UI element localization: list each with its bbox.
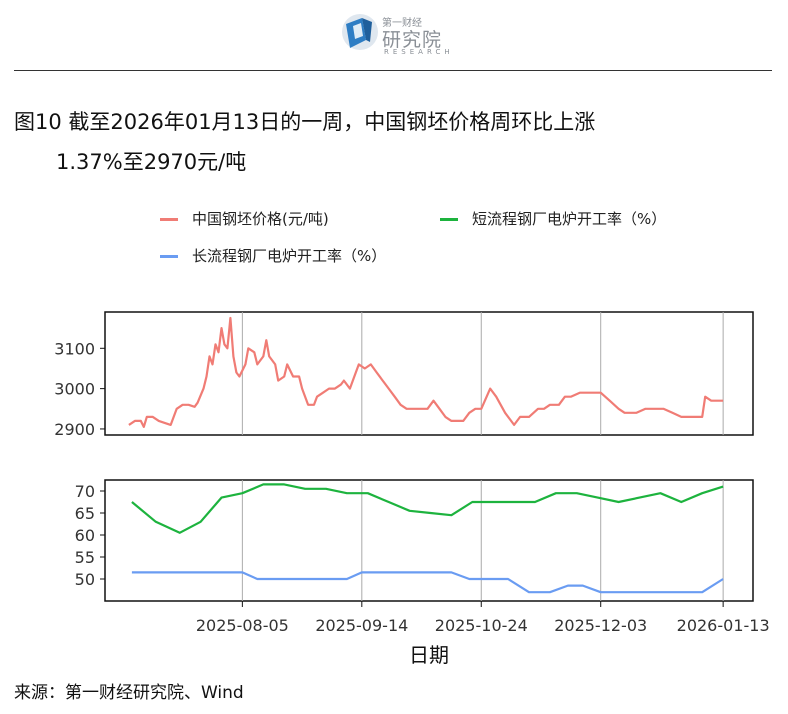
y-tick-label: 2900 <box>54 420 95 439</box>
panel-frame <box>104 479 754 602</box>
y-tick-label: 70 <box>75 482 95 501</box>
report-header: 第一财经 研究院 RESEARCH <box>0 0 788 70</box>
series-line <box>131 483 724 534</box>
operating-rate-panel: 50 55 60 65 70 <box>75 479 754 602</box>
y-tick-label: 3000 <box>54 380 95 399</box>
logo-mark-icon <box>342 14 378 50</box>
logo-english-text: RESEARCH <box>384 48 454 56</box>
legend-swatch-short-process <box>440 218 458 221</box>
legend-item-long-process: 长流程钢厂电炉开工率（%） <box>160 245 386 266</box>
x-tick-label: 2025-09-14 <box>315 616 408 635</box>
figure-title-line1: 图10 截至2026年01月13日的一周，中国钢坯价格周环比上涨 <box>14 110 596 134</box>
price-panel: 2900 3000 3100 <box>54 311 754 439</box>
x-axis-title: 日期 <box>409 643 449 667</box>
header-divider <box>14 70 772 71</box>
x-tick-label: 2026-01-13 <box>677 616 770 635</box>
series-line <box>131 571 724 594</box>
x-tick-label: 2025-12-03 <box>554 616 647 635</box>
legend-label-long-process: 长流程钢厂电炉开工率（%） <box>192 247 387 265</box>
legend-swatch-long-process <box>160 255 178 258</box>
legend-item-short-process: 短流程钢厂电炉开工率（%） <box>440 208 666 229</box>
legend-swatch-price <box>160 218 178 221</box>
figure-title-line2: 1.37%至2970元/吨 <box>56 150 247 174</box>
x-axis: 2025-08-05 2025-09-14 2025-10-24 2025-12-03… <box>196 601 770 635</box>
y-tick-label: 50 <box>75 570 95 589</box>
y-tick-label: 55 <box>75 548 95 567</box>
source-note: 来源：第一财经研究院、Wind <box>14 683 244 703</box>
series-line <box>128 316 724 428</box>
y-tick-label: 3100 <box>54 339 95 358</box>
x-tick-label: 2025-08-05 <box>196 616 289 635</box>
y-tick-label: 60 <box>75 526 95 545</box>
x-tick-label: 2025-10-24 <box>435 616 528 635</box>
y-tick-label: 65 <box>75 504 95 523</box>
logo-small-text: 第一财经 <box>382 18 422 29</box>
legend-item-price: 中国钢坯价格(元/吨) <box>160 208 329 229</box>
logo-main-text: 研究院 <box>382 29 443 51</box>
panel-frame <box>104 311 754 436</box>
legend-label-short-process: 短流程钢厂电炉开工率（%） <box>472 210 667 228</box>
legend-label-price: 中国钢坯价格(元/吨) <box>192 210 329 228</box>
